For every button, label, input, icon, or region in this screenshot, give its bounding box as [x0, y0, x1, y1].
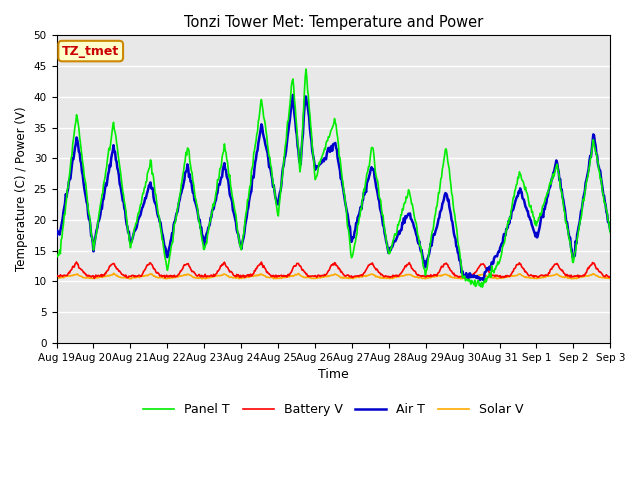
Panel T — [401, 200, 409, 205]
Air T — [607, 228, 614, 233]
Panel T — [479, 284, 486, 290]
Line: Air T: Air T — [56, 95, 611, 280]
Air T — [401, 213, 409, 219]
Air T — [63, 194, 70, 200]
Air T — [289, 92, 297, 98]
Battery V — [207, 273, 214, 278]
Panel T — [176, 193, 184, 199]
Panel T — [302, 66, 310, 72]
Solar V — [607, 276, 614, 281]
X-axis label: Time: Time — [318, 368, 349, 381]
Y-axis label: Temperature (C) / Power (V): Temperature (C) / Power (V) — [15, 107, 28, 272]
Title: Tonzi Tower Met: Temperature and Power: Tonzi Tower Met: Temperature and Power — [184, 15, 483, 30]
Legend: Panel T, Battery V, Air T, Solar V: Panel T, Battery V, Air T, Solar V — [138, 398, 529, 421]
Battery V — [121, 273, 129, 279]
Panel T — [52, 251, 60, 257]
Line: Battery V: Battery V — [56, 262, 611, 278]
Battery V — [73, 259, 81, 265]
Air T — [52, 233, 60, 239]
Solar V — [109, 270, 117, 276]
Panel T — [120, 192, 127, 198]
Solar V — [568, 276, 575, 282]
Panel T — [205, 224, 213, 229]
Battery V — [607, 274, 614, 279]
Battery V — [63, 273, 70, 278]
Battery V — [419, 273, 426, 279]
Battery V — [90, 276, 98, 281]
Air T — [205, 223, 213, 229]
Solar V — [52, 276, 60, 281]
Panel T — [418, 252, 426, 258]
Line: Panel T: Panel T — [56, 69, 611, 287]
Solar V — [120, 275, 128, 280]
Battery V — [177, 268, 185, 274]
Panel T — [607, 230, 614, 236]
Solar V — [63, 274, 70, 279]
Air T — [176, 197, 184, 203]
Line: Solar V: Solar V — [56, 273, 611, 279]
Solar V — [177, 274, 184, 279]
Battery V — [52, 272, 60, 278]
Panel T — [63, 196, 70, 202]
Solar V — [418, 275, 426, 281]
Solar V — [401, 272, 409, 278]
Air T — [120, 198, 127, 204]
Text: TZ_tmet: TZ_tmet — [62, 45, 119, 58]
Air T — [418, 247, 426, 253]
Air T — [476, 277, 484, 283]
Battery V — [403, 264, 410, 270]
Solar V — [206, 275, 214, 281]
